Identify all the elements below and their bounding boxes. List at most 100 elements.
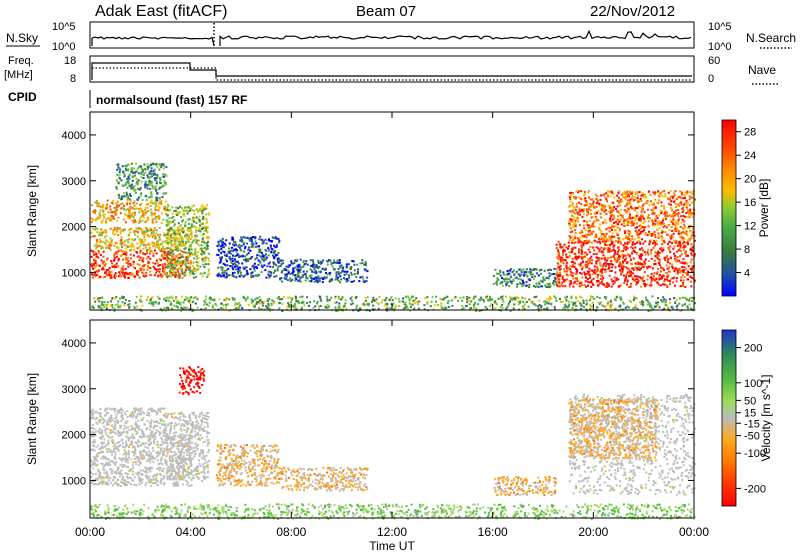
data-cell [647,209,649,211]
data-cell [115,242,117,244]
nsky-label: N.Sky [6,31,38,45]
data-cell [649,302,651,304]
data-cell [130,273,132,275]
data-cell [275,275,277,277]
data-cell [124,302,126,304]
data-cell [608,263,610,265]
data-cell [252,275,254,277]
data-cell [356,264,358,266]
data-cell [557,250,559,252]
data-cell [651,235,653,237]
data-cell [330,280,332,282]
data-cell [266,257,268,259]
data-cell [579,209,581,211]
data-cell [265,239,267,241]
data-cell [173,256,175,258]
data-cell [301,307,303,309]
data-cell [185,296,187,298]
data-cell [469,308,471,310]
data-cell [233,245,235,247]
data-cell [149,267,151,269]
data-cell [658,195,660,197]
data-cell [332,266,334,268]
data-cell [157,243,159,245]
data-cell [129,198,131,200]
data-cell [593,249,595,251]
data-cell [193,210,195,212]
data-cell [617,247,619,249]
data-cell [221,266,223,268]
data-cell [157,265,159,267]
data-cell [335,307,337,309]
data-cell [598,238,600,240]
data-cell [660,205,662,207]
data-cell [98,205,100,207]
data-cell [550,297,552,299]
data-cell [609,231,611,233]
data-cell [182,251,184,253]
data-cell [232,267,234,269]
data-cell [103,256,105,258]
data-cell [167,214,169,216]
data-cell [658,235,660,237]
data-cell [204,247,206,249]
data-cell [170,301,172,303]
data-cell [330,297,332,299]
data-cell [220,303,222,305]
data-cell [124,228,126,230]
data-cell [466,305,468,307]
data-cell [244,267,246,269]
data-cell [202,248,204,250]
data-cell [151,215,153,217]
data-cell [277,258,279,260]
data-cell [671,200,673,202]
data-cell [626,243,628,245]
data-cell [630,283,632,285]
data-cell [258,296,260,298]
data-cell [637,197,639,199]
data-cell [629,200,631,202]
data-cell [170,259,172,261]
data-cell [575,235,577,237]
data-cell [629,214,631,216]
data-cell [173,271,175,273]
data-cell [134,172,136,174]
data-cell [287,296,289,298]
data-cell [526,268,528,270]
data-cell [675,210,677,212]
data-cell [646,266,648,268]
data-cell [94,202,96,204]
data-cell [661,243,663,245]
data-cell [412,296,414,298]
data-cell [150,163,152,165]
data-cell [631,225,633,227]
data-cell [683,238,685,240]
data-cell [201,253,203,255]
data-cell [546,283,548,285]
data-cell [628,286,630,288]
data-cell [141,220,143,222]
data-cell [619,256,621,258]
data-cell [277,269,279,271]
data-cell [95,243,97,245]
data-cell [495,269,497,271]
data-cell [178,212,180,214]
data-cell [684,303,686,305]
data-cell [125,168,127,170]
data-cell [158,218,160,220]
data-cell [553,273,555,275]
data-cell [559,246,561,248]
data-cell [350,298,352,300]
data-cell [653,240,655,242]
data-cell [234,276,236,278]
data-cell [514,277,516,279]
data-cell [163,232,165,234]
data-cell [129,217,131,219]
data-cell [159,177,161,179]
data-cell [222,250,224,252]
freq-unit-label: [MHz] [4,69,33,81]
data-cell [195,234,197,236]
data-cell [621,223,623,225]
data-cell [155,247,157,249]
